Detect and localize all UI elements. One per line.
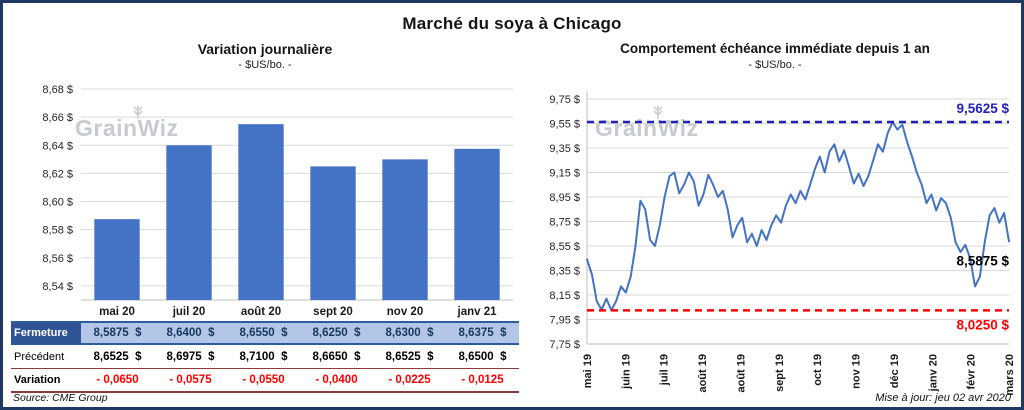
y-tick-label: 9,55 $ [549,119,580,131]
table-row-précédent: Précédent 8,6525 $ 8,6975 $ 8,7100 $ 8,6650 … [11,345,519,369]
bar-nov-20 [382,159,428,300]
y-tick-label: 8,55 $ [549,241,580,253]
table-cell: 8,7100 $ [239,350,288,363]
row-label: Fermeture [11,323,81,343]
last-price-label: 8,5875 $ [956,253,1009,268]
bar-chart-subtitle: - $US/bo. - [238,59,292,71]
bar-août-20 [238,124,284,301]
table-cell: 8,6525 $ [93,350,142,363]
price-line [586,121,1010,312]
table-cell: - 0,0400 [315,374,358,386]
row-label: Précédent [14,350,65,363]
source-note: Source: CME Group [13,392,108,404]
bar-juil-20 [166,145,212,300]
line-chart-title: Comportement échéance immédiate depuis 1… [620,41,930,56]
y-tick-label: 8,15 $ [549,290,580,302]
y-tick-label: 8,62 $ [42,168,73,180]
table-cell: 8,6975 $ [166,350,215,363]
table-cell: - 0,0125 [461,374,504,386]
watermark-text: GrainWiz [595,115,699,141]
x-tick-label: mai 19 [582,354,594,388]
bar-chart-title: Variation journalière [197,41,333,57]
y-tick-label: 8,54 $ [42,281,73,293]
table-cell: 8,6300 $ [385,327,434,339]
x-tick-label: août 19 [697,354,709,393]
x-category-label: sept 20 [313,306,353,318]
daily-variation-panel: Variation journalière - $US/bo. - 8,54 $… [11,41,519,393]
page-title: Marché du soya à Chicago [402,14,622,33]
update-note: Mise à jour: jeu 02 avr 2020 [875,392,1011,404]
bar-sept-20 [310,166,356,300]
x-tick-label: juin 19 [620,354,632,390]
watermark-text: GrainWiz [75,115,179,141]
y-tick-label: 8,56 $ [42,253,73,265]
x-category-label: août 20 [241,306,281,318]
one-year-panel: Comportement échéance immédiate depuis 1… [531,41,1019,399]
table-cell: 8,6375 $ [458,327,507,339]
table-cell: 8,6650 $ [312,350,361,363]
y-tick-label: 8,64 $ [42,140,73,152]
y-tick-label: 7,95 $ [549,315,580,327]
table-cell: - 0,0550 [242,374,285,386]
y-tick-label: 8,66 $ [42,112,73,124]
y-tick-label: 8,60 $ [42,197,73,209]
x-tick-label: févr 20 [966,354,978,389]
table-cell: - 0,0650 [96,374,139,386]
x-tick-label: déc 19 [889,354,901,388]
table-cell: - 0,0225 [388,374,431,386]
daily-variation-bar-chart: 8,54 $ 8,56 $ 8,58 $ 8,60 $ 8,62 $ 8,64 $ 8,66… [42,84,513,318]
row-label: Variation [14,374,61,386]
y-tick-label: 7,75 $ [549,339,580,351]
price-table: Fermeture 8,5875 $ 8,6400 $ 8,6550 $ 8,6250 … [11,321,519,393]
table-cell: 8,5875 $ [93,327,142,339]
grainwiz-watermark: GrainWiz [75,106,179,142]
y-tick-label: 8,58 $ [42,225,73,237]
x-category-label: juil 20 [172,306,206,318]
table-cell: 8,6400 $ [166,327,215,339]
x-tick-label: janv 20 [927,354,939,392]
y-tick-label: 8,95 $ [549,192,580,204]
wheat-spike-icon [133,106,143,119]
x-tick-label: oct 19 [812,354,824,386]
table-row-variation: Variation - 0,0650 - 0,0575 - 0,0550 - 0,040… [11,369,519,393]
grainwiz-watermark: GrainWiz [595,106,699,142]
x-category-label: mai 20 [99,306,135,318]
table-cell: 8,6525 $ [385,350,434,363]
line-chart-subtitle: - $US/bo. - [748,59,802,71]
x-tick-label: sept 19 [774,354,786,392]
table-cell: - 0,0575 [169,374,212,386]
x-category-label: janv 21 [457,306,498,318]
bar-mai-20 [94,219,140,300]
table-cell: 8,6250 $ [312,327,361,339]
x-category-label: nov 20 [387,306,423,318]
y-tick-label: 8,68 $ [42,84,73,96]
low-reference-label: 8,0250 $ [956,317,1009,332]
y-tick-label: 8,75 $ [549,217,580,229]
high-reference-label: 9,5625 $ [956,101,1009,116]
table-cell: 8,6550 $ [239,327,288,339]
x-tick-label: nov 19 [851,354,863,389]
x-tick-label: juil 19 [659,354,671,386]
one-year-line-chart: 7,75 $ 7,95 $ 8,15 $ 8,35 $ 8,55 $ 8,75 $ 8,95… [549,91,1016,396]
y-tick-label: 9,75 $ [549,94,580,106]
y-tick-label: 8,35 $ [549,266,580,278]
table-row-fermeture: Fermeture 8,5875 $ 8,6400 $ 8,6550 $ 8,6250 … [11,321,519,345]
y-tick-label: 9,15 $ [549,168,580,180]
table-cell: 8,6500 $ [458,350,507,363]
bar-janv-21 [454,148,500,300]
wheat-spike-icon [653,106,663,119]
x-tick-label: mars 20 [1004,354,1016,396]
x-tick-label: août 19 [735,354,747,393]
y-tick-label: 9,35 $ [549,143,580,155]
